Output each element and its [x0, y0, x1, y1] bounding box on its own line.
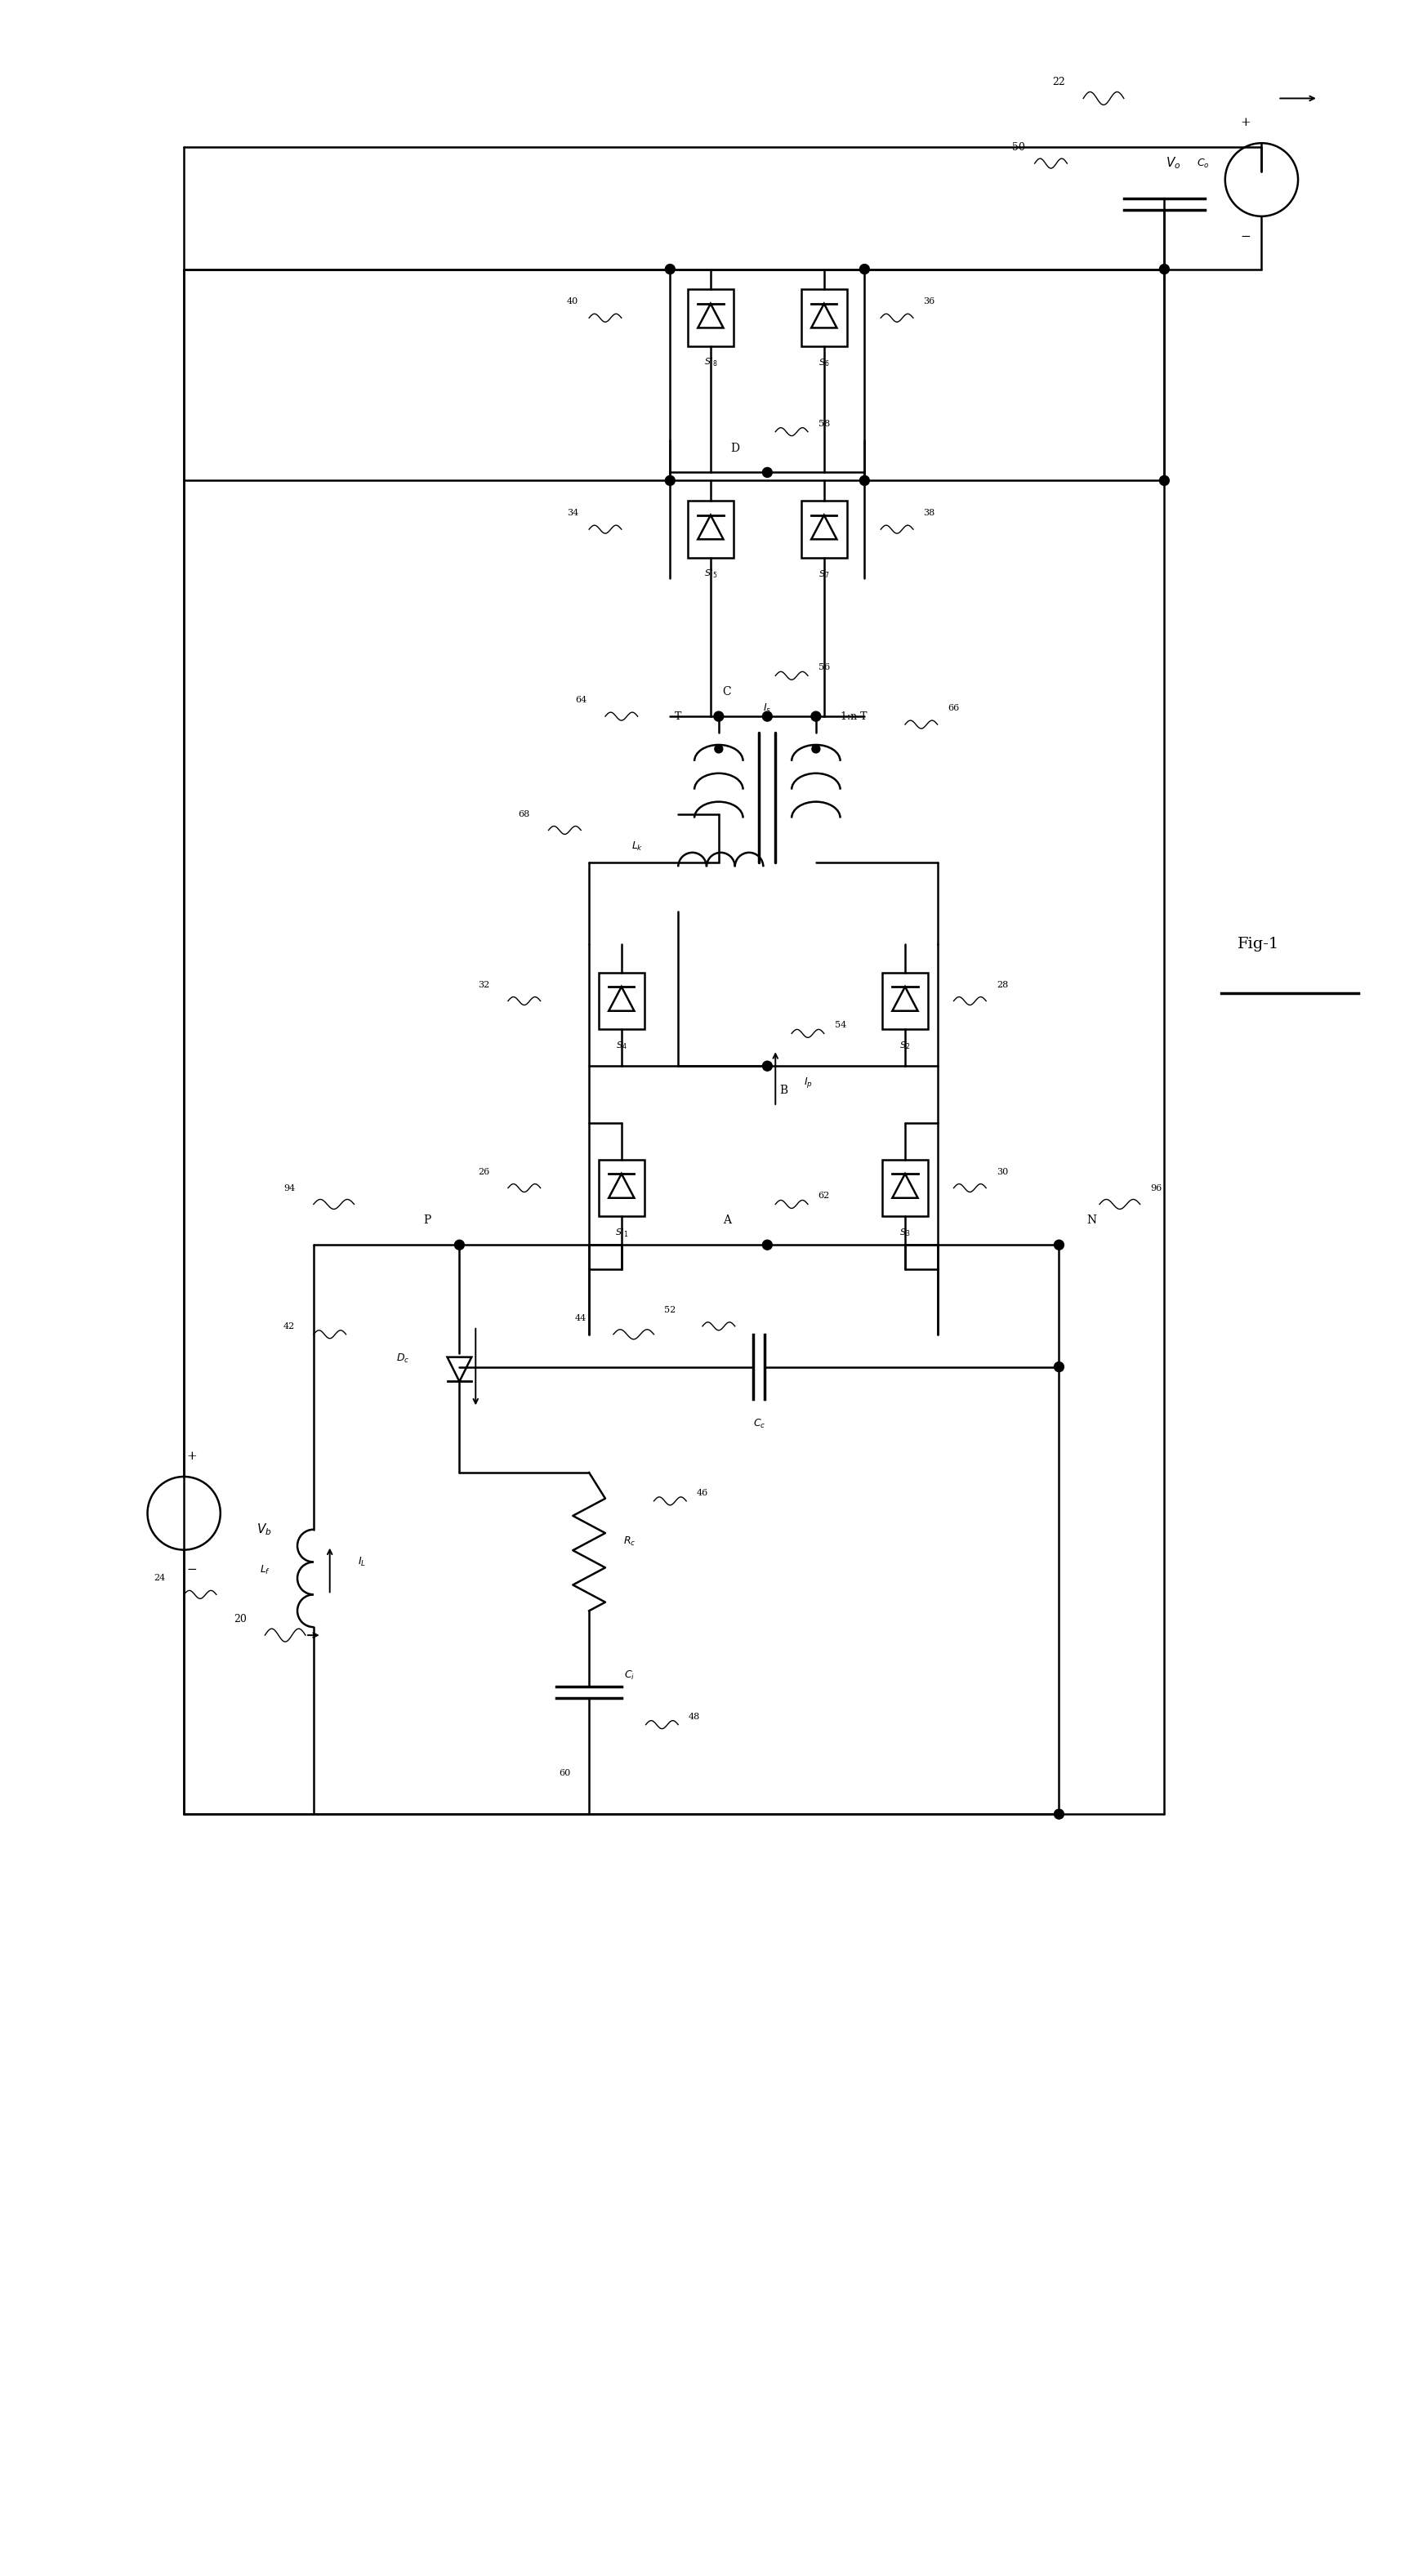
- Text: $S_7$: $S_7$: [819, 569, 829, 580]
- Text: $L_k$: $L_k$: [632, 840, 643, 853]
- Text: 56: 56: [818, 665, 830, 672]
- Text: 60: 60: [559, 1770, 570, 1777]
- Circle shape: [1054, 1239, 1064, 1249]
- Text: 1:n T: 1:n T: [840, 711, 867, 721]
- Text: 38: 38: [923, 510, 936, 518]
- Text: −: −: [187, 1564, 197, 1577]
- Text: 62: 62: [818, 1193, 830, 1200]
- Text: $I_p$: $I_p$: [804, 1074, 812, 1090]
- Text: $C_i$: $C_i$: [624, 1669, 635, 1682]
- Text: $S_6$: $S_6$: [819, 358, 829, 368]
- Text: $L_f$: $L_f$: [260, 1564, 270, 1577]
- Text: 52: 52: [665, 1306, 676, 1314]
- Circle shape: [1054, 1808, 1064, 1819]
- Text: 96: 96: [1151, 1185, 1162, 1193]
- Circle shape: [665, 477, 674, 484]
- Text: 34: 34: [568, 510, 579, 518]
- Bar: [688, 500, 733, 559]
- Text: 28: 28: [996, 981, 1009, 989]
- Circle shape: [763, 1061, 773, 1072]
- Text: 24: 24: [153, 1574, 166, 1582]
- Text: D: D: [731, 443, 739, 453]
- Circle shape: [763, 711, 773, 721]
- Text: 50: 50: [1012, 142, 1026, 152]
- Text: $C_c$: $C_c$: [753, 1417, 766, 1430]
- Text: $R_c$: $R_c$: [624, 1535, 636, 1548]
- Text: 22: 22: [1052, 77, 1065, 88]
- Text: 26: 26: [478, 1167, 489, 1175]
- Bar: [599, 974, 643, 1030]
- Text: $S'_5$: $S'_5$: [704, 569, 718, 580]
- Circle shape: [811, 711, 821, 721]
- Text: 32: 32: [478, 981, 489, 989]
- Circle shape: [860, 265, 870, 273]
- Text: 42: 42: [284, 1321, 295, 1329]
- Text: 48: 48: [688, 1713, 700, 1721]
- Text: 58: 58: [818, 420, 830, 428]
- Text: Fig-1: Fig-1: [1238, 938, 1279, 951]
- Text: $I_s$: $I_s$: [763, 703, 771, 714]
- Text: +: +: [187, 1450, 197, 1463]
- Text: 44: 44: [575, 1314, 587, 1321]
- Text: 66: 66: [948, 703, 960, 714]
- Circle shape: [665, 265, 674, 273]
- Circle shape: [860, 477, 870, 484]
- Circle shape: [763, 466, 773, 477]
- Text: B: B: [780, 1084, 788, 1097]
- Text: $C_o$: $C_o$: [1197, 157, 1210, 170]
- Text: C: C: [722, 685, 731, 698]
- Circle shape: [455, 1239, 464, 1249]
- Text: $D_c$: $D_c$: [396, 1352, 409, 1365]
- Text: 94: 94: [284, 1185, 295, 1193]
- Text: 40: 40: [568, 299, 579, 307]
- Text: 20: 20: [235, 1613, 247, 1625]
- Text: $S'_1$: $S'_1$: [615, 1226, 628, 1239]
- Text: $S_3$: $S_3$: [899, 1226, 910, 1239]
- Bar: [599, 1159, 643, 1216]
- Text: 36: 36: [923, 299, 936, 307]
- Text: 68: 68: [518, 809, 530, 819]
- Bar: [882, 1159, 927, 1216]
- Text: $I_L$: $I_L$: [358, 1556, 367, 1569]
- Text: A: A: [722, 1216, 731, 1226]
- Circle shape: [1159, 477, 1169, 484]
- Bar: [688, 289, 733, 345]
- Bar: [882, 974, 927, 1030]
- Text: 30: 30: [996, 1167, 1009, 1175]
- Bar: [801, 500, 847, 559]
- Text: N: N: [1086, 1216, 1096, 1226]
- Bar: [801, 289, 847, 345]
- Circle shape: [763, 1239, 773, 1249]
- Text: $V_o$: $V_o$: [1166, 155, 1180, 170]
- Text: +: +: [1241, 116, 1250, 129]
- Text: $S'_8$: $S'_8$: [704, 355, 718, 368]
- Circle shape: [714, 711, 724, 721]
- Text: $V_b$: $V_b$: [257, 1522, 273, 1538]
- Circle shape: [715, 744, 722, 752]
- Text: $S_2$: $S_2$: [899, 1041, 910, 1051]
- Text: $S_4$: $S_4$: [615, 1041, 627, 1051]
- Text: −: −: [1241, 232, 1250, 242]
- Circle shape: [1159, 265, 1169, 273]
- Text: P: P: [423, 1216, 431, 1226]
- Text: 64: 64: [575, 696, 587, 703]
- Circle shape: [1054, 1363, 1064, 1373]
- Text: 54: 54: [835, 1020, 846, 1030]
- Circle shape: [812, 744, 821, 752]
- Text: T: T: [674, 711, 681, 721]
- Text: 46: 46: [697, 1489, 708, 1497]
